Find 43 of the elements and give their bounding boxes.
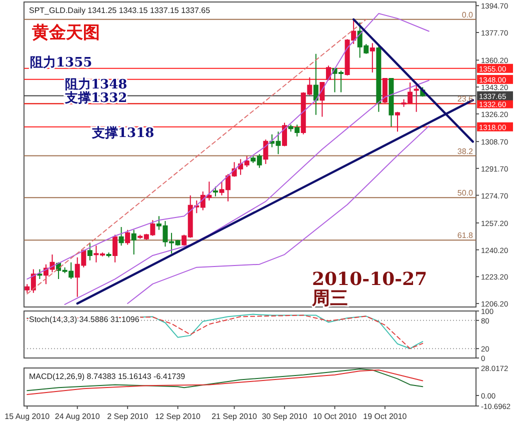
x-tick-label: 10 Oct 2010 xyxy=(312,412,358,421)
annotation: 阻力1355 xyxy=(30,55,92,70)
annotation: 23.6 xyxy=(457,94,474,104)
x-tick-label: 19 Oct 2010 xyxy=(363,412,408,421)
candlestick xyxy=(212,186,218,197)
candlestick xyxy=(326,65,331,81)
annotation: 支撑1318 xyxy=(91,126,154,141)
text: MACD(12,26,9) 8.74383 15.16143 -6.41739 xyxy=(29,372,186,381)
annotation: 38.2 xyxy=(457,146,474,156)
candlestick xyxy=(125,229,130,246)
text: SPT_GLD.Daily 1341.25 1343.15 1337.15 1337.65 xyxy=(29,6,211,15)
candlestick xyxy=(282,122,288,147)
candlestick xyxy=(112,234,118,263)
annotation: 黄金天图 xyxy=(31,23,100,43)
annotation: 50.0 xyxy=(457,188,474,198)
candlestick xyxy=(263,138,268,164)
x-tick-label: 2 Sep 2010 xyxy=(107,412,149,421)
annotation: 61.8 xyxy=(457,231,474,240)
x-tick-label: 24 Aug 2010 xyxy=(54,412,100,421)
x-tick-label: 12 Sep 2010 xyxy=(155,412,202,421)
annotation: 周三 xyxy=(311,288,348,309)
annotation: 阻力1348 xyxy=(65,77,128,92)
x-tick-label: 21 Sep 2010 xyxy=(212,412,258,421)
candlestick xyxy=(131,229,136,256)
candlestick xyxy=(313,53,318,116)
candlestick xyxy=(106,252,112,258)
candlestick xyxy=(395,111,400,132)
line-series xyxy=(64,80,430,305)
candlestick xyxy=(37,268,42,280)
annotation: 2010-10-27 xyxy=(312,269,428,290)
x-tick-label: 30 Sep 2010 xyxy=(262,412,308,421)
candlestick xyxy=(376,44,382,112)
candlestick xyxy=(414,84,419,112)
annotation: 0.0 xyxy=(462,10,474,20)
candlestick xyxy=(388,78,394,128)
line-series xyxy=(26,369,424,396)
candlestick xyxy=(320,82,325,118)
candlestick xyxy=(370,42,375,73)
x-tick-label: 15 Aug 2010 xyxy=(4,412,50,421)
candlestick xyxy=(87,242,92,261)
line-series xyxy=(26,368,424,392)
candlestick xyxy=(382,78,388,104)
candlestick xyxy=(118,226,124,246)
